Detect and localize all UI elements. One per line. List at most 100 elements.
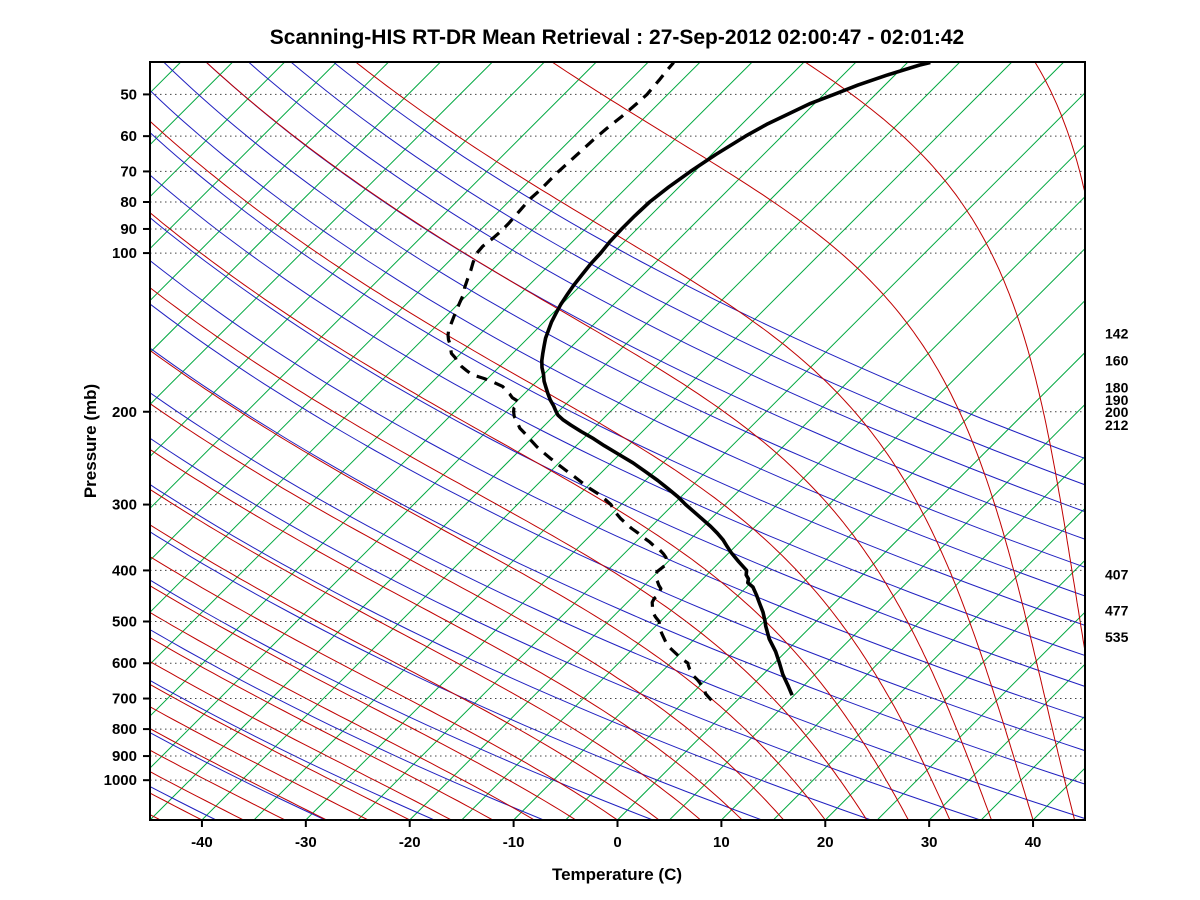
moist-adiabat-line bbox=[0, 62, 119, 820]
dry-adiabat-line bbox=[332, 62, 1085, 460]
isotherm-line bbox=[409, 143, 1085, 820]
x-tick-label: 30 bbox=[921, 834, 938, 851]
dry-adiabat-line bbox=[150, 89, 1085, 597]
dry-adiabat-line bbox=[150, 785, 217, 820]
moist-adiabat-line bbox=[1034, 62, 1085, 196]
isotherm-line bbox=[928, 663, 1085, 820]
moist-adiabat-line bbox=[551, 62, 1076, 820]
isotherm-line bbox=[305, 62, 1065, 820]
dry-adiabat-line bbox=[150, 174, 1085, 657]
x-tick-label: -10 bbox=[503, 834, 525, 851]
isotherm-line bbox=[1084, 819, 1085, 820]
isotherm-line bbox=[1032, 767, 1085, 820]
dry-adiabat-line bbox=[150, 216, 1085, 687]
y-tick-label: 70 bbox=[120, 163, 137, 180]
dry-adiabat-line bbox=[150, 483, 872, 820]
moist-adiabat-line bbox=[150, 448, 743, 820]
y-tick-label: 500 bbox=[112, 614, 137, 631]
dry-adiabat-line bbox=[150, 131, 1085, 626]
y-tick-label: 700 bbox=[112, 691, 137, 708]
moist-adiabat-line bbox=[150, 488, 701, 820]
isotherm-line bbox=[150, 62, 805, 717]
right-pressure-label: 160 bbox=[1105, 353, 1129, 369]
x-tick-label: -30 bbox=[295, 834, 317, 851]
isotherm-line bbox=[150, 62, 701, 613]
dry-adiabat-line bbox=[150, 259, 1085, 719]
moist-adiabat-line bbox=[150, 637, 494, 820]
isotherm-line bbox=[721, 455, 1085, 820]
isotherm-line bbox=[669, 403, 1085, 820]
y-tick-label: 900 bbox=[112, 748, 137, 765]
moist-adiabat-line bbox=[0, 62, 77, 820]
isotherm-line bbox=[150, 62, 857, 769]
isotherm-line bbox=[617, 351, 1085, 820]
isotherm-line bbox=[513, 247, 1085, 820]
isotherm-line bbox=[253, 62, 1013, 820]
isotherm-line bbox=[150, 62, 389, 302]
y-tick-label: 200 bbox=[112, 404, 137, 421]
right-pressure-label: 142 bbox=[1105, 325, 1129, 341]
isotherm-line bbox=[150, 62, 493, 406]
isotherm-line bbox=[461, 195, 1085, 820]
y-axis-title: Pressure (mb) bbox=[81, 384, 100, 498]
isotherm-line bbox=[150, 62, 753, 665]
dry-adiabat-line bbox=[150, 303, 1085, 752]
y-tick-label: 600 bbox=[112, 655, 137, 672]
x-axis-title: Temperature (C) bbox=[552, 865, 682, 884]
isotherm-line bbox=[150, 62, 441, 354]
moist-adiabat-line bbox=[150, 403, 785, 820]
right-pressure-label: 180 bbox=[1105, 380, 1129, 396]
isotherm-line bbox=[150, 62, 649, 562]
y-tick-label: 800 bbox=[112, 721, 137, 738]
dry-adiabat-line bbox=[150, 347, 1085, 785]
dry-adiabat-line bbox=[150, 629, 544, 820]
moist-adiabat-line bbox=[150, 749, 286, 820]
dry-adiabat-line bbox=[150, 392, 1085, 820]
x-tick-label: 40 bbox=[1025, 834, 1042, 851]
dry-adiabat-line bbox=[150, 579, 653, 820]
dry-adiabat-line bbox=[150, 437, 981, 820]
dry-adiabat-line bbox=[150, 679, 435, 820]
moist-adiabat-line bbox=[150, 728, 327, 820]
axes-layer: 5060708090100200300400500600700800900100… bbox=[104, 86, 1129, 851]
right-pressure-label: 407 bbox=[1105, 566, 1129, 582]
isotherm-line bbox=[150, 62, 545, 458]
dry-adiabat-line bbox=[290, 62, 1085, 486]
y-tick-label: 100 bbox=[112, 245, 137, 262]
isotherm-line bbox=[201, 62, 961, 820]
isotherm-line bbox=[150, 62, 597, 510]
x-tick-label: -40 bbox=[191, 834, 213, 851]
y-tick-label: 60 bbox=[120, 128, 137, 145]
x-tick-label: 0 bbox=[613, 834, 621, 851]
y-tick-label: 90 bbox=[120, 221, 137, 238]
dry-adiabat-line bbox=[150, 732, 326, 820]
moist-adiabat-line bbox=[150, 585, 577, 820]
isotherm-line bbox=[980, 715, 1085, 820]
profiles-layer bbox=[446, 62, 931, 702]
isotherm-line bbox=[357, 92, 1085, 820]
right-pressure-label: 190 bbox=[1105, 392, 1129, 408]
moist-adiabat-line bbox=[0, 62, 36, 820]
moist-adiabat-line bbox=[150, 120, 951, 820]
moist-adiabat-line bbox=[150, 706, 369, 820]
isotherm-line bbox=[772, 507, 1085, 820]
moist-adiabat-line bbox=[205, 62, 992, 820]
isotherm-line bbox=[150, 62, 286, 198]
right-pressure-label: 535 bbox=[1105, 629, 1129, 645]
right-pressure-label: 212 bbox=[1105, 417, 1129, 433]
moist-adiabat-line bbox=[355, 62, 1034, 820]
y-tick-label: 1000 bbox=[104, 772, 137, 789]
temperature-profile-line bbox=[539, 62, 931, 696]
chart-title: Scanning-HIS RT-DR Mean Retrieval : 27-S… bbox=[270, 26, 964, 49]
x-tick-label: 10 bbox=[713, 834, 730, 851]
moist-adiabat-line bbox=[150, 660, 452, 820]
isotherm-line bbox=[876, 611, 1085, 820]
x-tick-label: 20 bbox=[817, 834, 834, 851]
y-tick-label: 400 bbox=[112, 562, 137, 579]
isotherm-line bbox=[150, 62, 337, 250]
moist-adiabat-line bbox=[150, 287, 868, 820]
right-pressure-label: 477 bbox=[1105, 603, 1129, 619]
right-pressure-label: 200 bbox=[1105, 404, 1129, 420]
dewpoint-profile-line bbox=[446, 62, 713, 702]
